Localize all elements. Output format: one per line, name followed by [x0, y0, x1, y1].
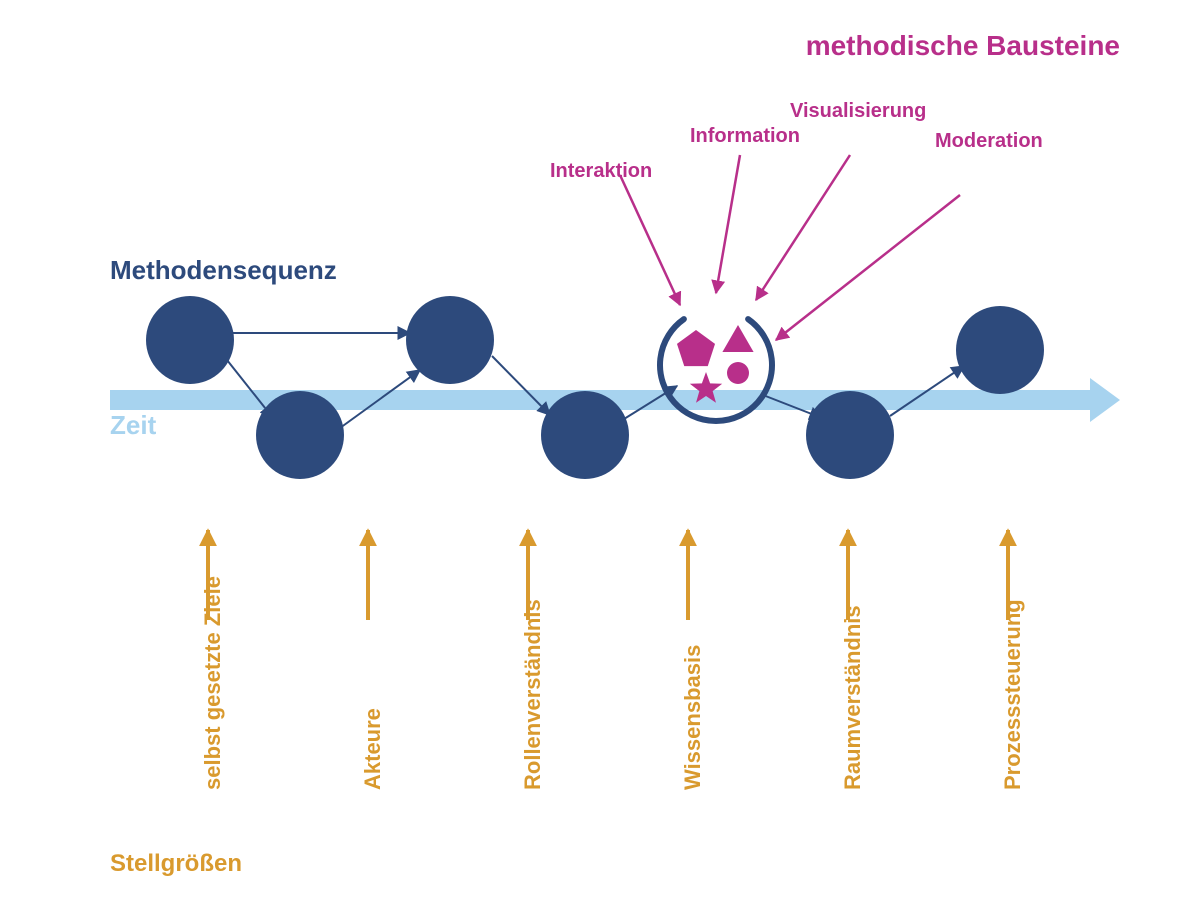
- title-stellgroessen-text: Stellgrößen: [110, 850, 242, 877]
- stell-item-text-4: Raumverständnis: [840, 605, 865, 790]
- stell-item-text-1: Akteure: [360, 708, 385, 790]
- stell-item-5: Prozesssteuerung: [1000, 599, 1026, 790]
- label-visualisierung: Visualisierung: [790, 100, 926, 123]
- label-zeit: Zeit: [110, 410, 156, 441]
- method-node-0: [146, 296, 234, 384]
- label-information: Information: [690, 125, 800, 148]
- label-interaktion: Interaktion: [550, 160, 652, 183]
- title-methodensequenz-text: Methodensequenz: [110, 255, 337, 285]
- title-stellgroessen: Stellgrößen: [110, 850, 242, 878]
- triangle-icon: [722, 325, 753, 352]
- method-node-4: [806, 391, 894, 479]
- label-moderation-text: Moderation: [935, 130, 1043, 152]
- label-zeit-text: Zeit: [110, 410, 156, 440]
- dot-icon: [727, 362, 749, 384]
- stell-item-3: Wissensbasis: [680, 645, 706, 790]
- label-interaktion-text: Interaktion: [550, 160, 652, 182]
- label-visualisierung-text: Visualisierung: [790, 100, 926, 122]
- bausteine-arrow-2: [756, 155, 850, 300]
- pentagon-icon: [677, 330, 715, 366]
- title-bausteine-text: methodische Bausteine: [806, 30, 1120, 61]
- stell-item-4: Raumverständnis: [840, 605, 866, 790]
- stell-item-0: selbst gesetzte Ziele: [200, 576, 226, 790]
- stell-item-text-3: Wissensbasis: [680, 645, 705, 790]
- method-node-2: [406, 296, 494, 384]
- stell-item-1: Akteure: [360, 708, 386, 790]
- method-node-5: [956, 306, 1044, 394]
- bausteine-arrow-3: [776, 195, 960, 340]
- method-node-1: [256, 391, 344, 479]
- stell-item-text-0: selbst gesetzte Ziele: [200, 576, 225, 790]
- label-information-text: Information: [690, 125, 800, 147]
- diagram-stage: methodische Bausteine Methodensequenz Ze…: [0, 0, 1200, 899]
- stell-item-2: Rollenverständnis: [520, 599, 546, 790]
- stell-item-text-2: Rollenverständnis: [520, 599, 545, 790]
- title-methodensequenz: Methodensequenz: [110, 255, 337, 286]
- method-node-3: [541, 391, 629, 479]
- title-bausteine: methodische Bausteine: [806, 30, 1120, 62]
- stell-item-text-5: Prozesssteuerung: [1000, 599, 1025, 790]
- bausteine-arrow-1: [716, 155, 740, 293]
- bausteine-arrow-0: [620, 175, 680, 305]
- label-moderation: Moderation: [935, 130, 1043, 153]
- timeline-arrowhead: [1090, 378, 1120, 422]
